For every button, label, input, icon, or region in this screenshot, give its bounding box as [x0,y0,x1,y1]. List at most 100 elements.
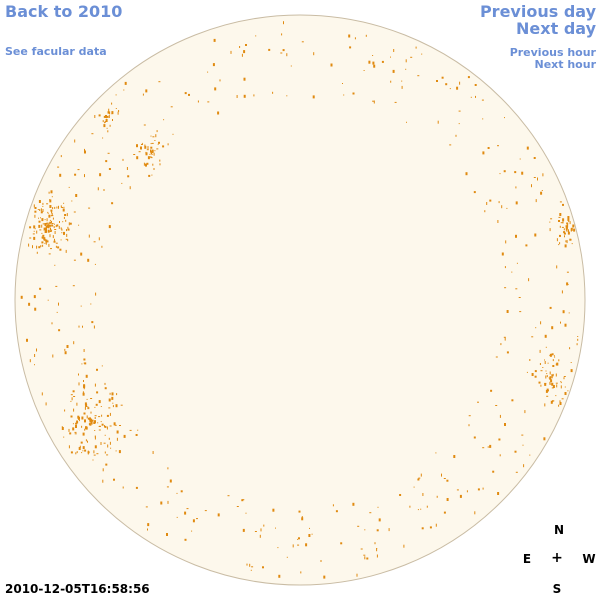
facula-mark [559,402,562,405]
facula-mark [459,494,462,498]
facula-mark [474,511,476,515]
facula-mark [441,76,444,79]
facula-mark [75,425,77,428]
facula-mark [506,207,508,209]
facula-mark [176,492,178,494]
facula-mark [420,508,422,510]
facula-mark [62,208,65,212]
facula-mark [449,88,451,90]
next-hour-link[interactable]: Next hour [534,58,597,71]
facula-mark [84,362,87,365]
facula-mark [571,243,573,245]
facula-mark [153,168,155,170]
facula-mark [563,377,565,380]
facula-mark [254,531,257,532]
facula-mark [108,168,111,170]
next-day-link[interactable]: Next day [516,19,596,38]
facula-mark [477,488,480,491]
facula-mark [84,174,85,178]
facula-mark [559,242,561,245]
facula-mark [55,285,58,287]
facula-mark [71,397,73,401]
facula-mark [50,209,53,212]
facula-mark [48,243,50,247]
facula-mark [410,56,413,58]
facula-mark [251,566,254,568]
facula-mark [504,423,506,426]
facula-mark [78,224,80,226]
facula-mark [550,218,553,220]
see-facular-data-link[interactable]: See facular data [5,45,107,58]
facula-mark [531,184,532,188]
observation-timestamp: 2010-12-05T16:58:56 [5,582,150,596]
facula-mark [81,363,83,365]
facula-mark [356,573,358,577]
facula-mark [78,447,81,450]
facula-mark [552,359,554,362]
facula-mark [147,528,148,531]
facula-mark [534,370,537,373]
facula-mark [83,349,85,352]
facula-mark [546,375,548,378]
facula-mark [89,417,91,421]
facula-mark [110,447,112,449]
facula-mark [49,224,52,227]
facula-mark [48,214,51,218]
back-to-year-link[interactable]: Back to 2010 [5,2,123,21]
facula-mark [111,396,114,400]
facula-mark [135,486,138,489]
facula-mark [41,241,44,244]
facula-mark [143,124,146,126]
facula-mark [377,506,379,508]
facula-mark [94,415,97,417]
facula-mark [538,381,541,384]
facula-mark [54,229,57,230]
facula-mark [544,382,547,386]
facula-mark [106,414,109,417]
previous-hour-link[interactable]: Previous hour [509,46,596,59]
facula-mark [153,152,155,156]
facula-mark [166,486,169,488]
facula-mark [105,463,108,466]
facula-mark [80,305,82,307]
facula-mark [482,487,484,490]
facula-mark [550,379,553,383]
facula-mark [561,226,564,228]
facula-mark [69,432,72,435]
facula-mark [100,442,102,445]
facula-mark [354,37,356,40]
facula-mark [243,94,246,98]
facula-mark [47,229,50,233]
facula-mark [145,151,147,154]
facula-mark [64,214,67,216]
facula-mark [357,525,360,527]
facula-mark [136,144,138,148]
facula-mark [40,245,42,248]
facula-mark [280,52,283,54]
facula-mark [378,518,381,522]
facula-mark [486,202,488,205]
facula-mark [145,163,147,167]
facula-mark [104,382,106,385]
facula-mark [38,246,41,249]
facula-mark [90,303,92,305]
previous-day-link[interactable]: Previous day [479,2,596,21]
facula-mark [85,439,87,442]
facula-mark [569,347,571,350]
facula-mark [38,217,39,219]
facula-mark [33,225,36,229]
facula-mark [184,511,187,515]
facula-mark [76,420,79,424]
facula-mark [534,375,537,378]
facula-mark [242,528,245,532]
facula-mark [309,527,310,529]
facula-mark [459,81,461,85]
facula-mark [149,156,152,158]
facula-mark [108,398,111,402]
facula-mark [73,408,75,412]
facula-mark [101,245,103,248]
facula-mark [560,222,563,224]
facula-mark [372,55,374,56]
facula-mark [78,373,79,376]
facula-mark [401,85,403,89]
